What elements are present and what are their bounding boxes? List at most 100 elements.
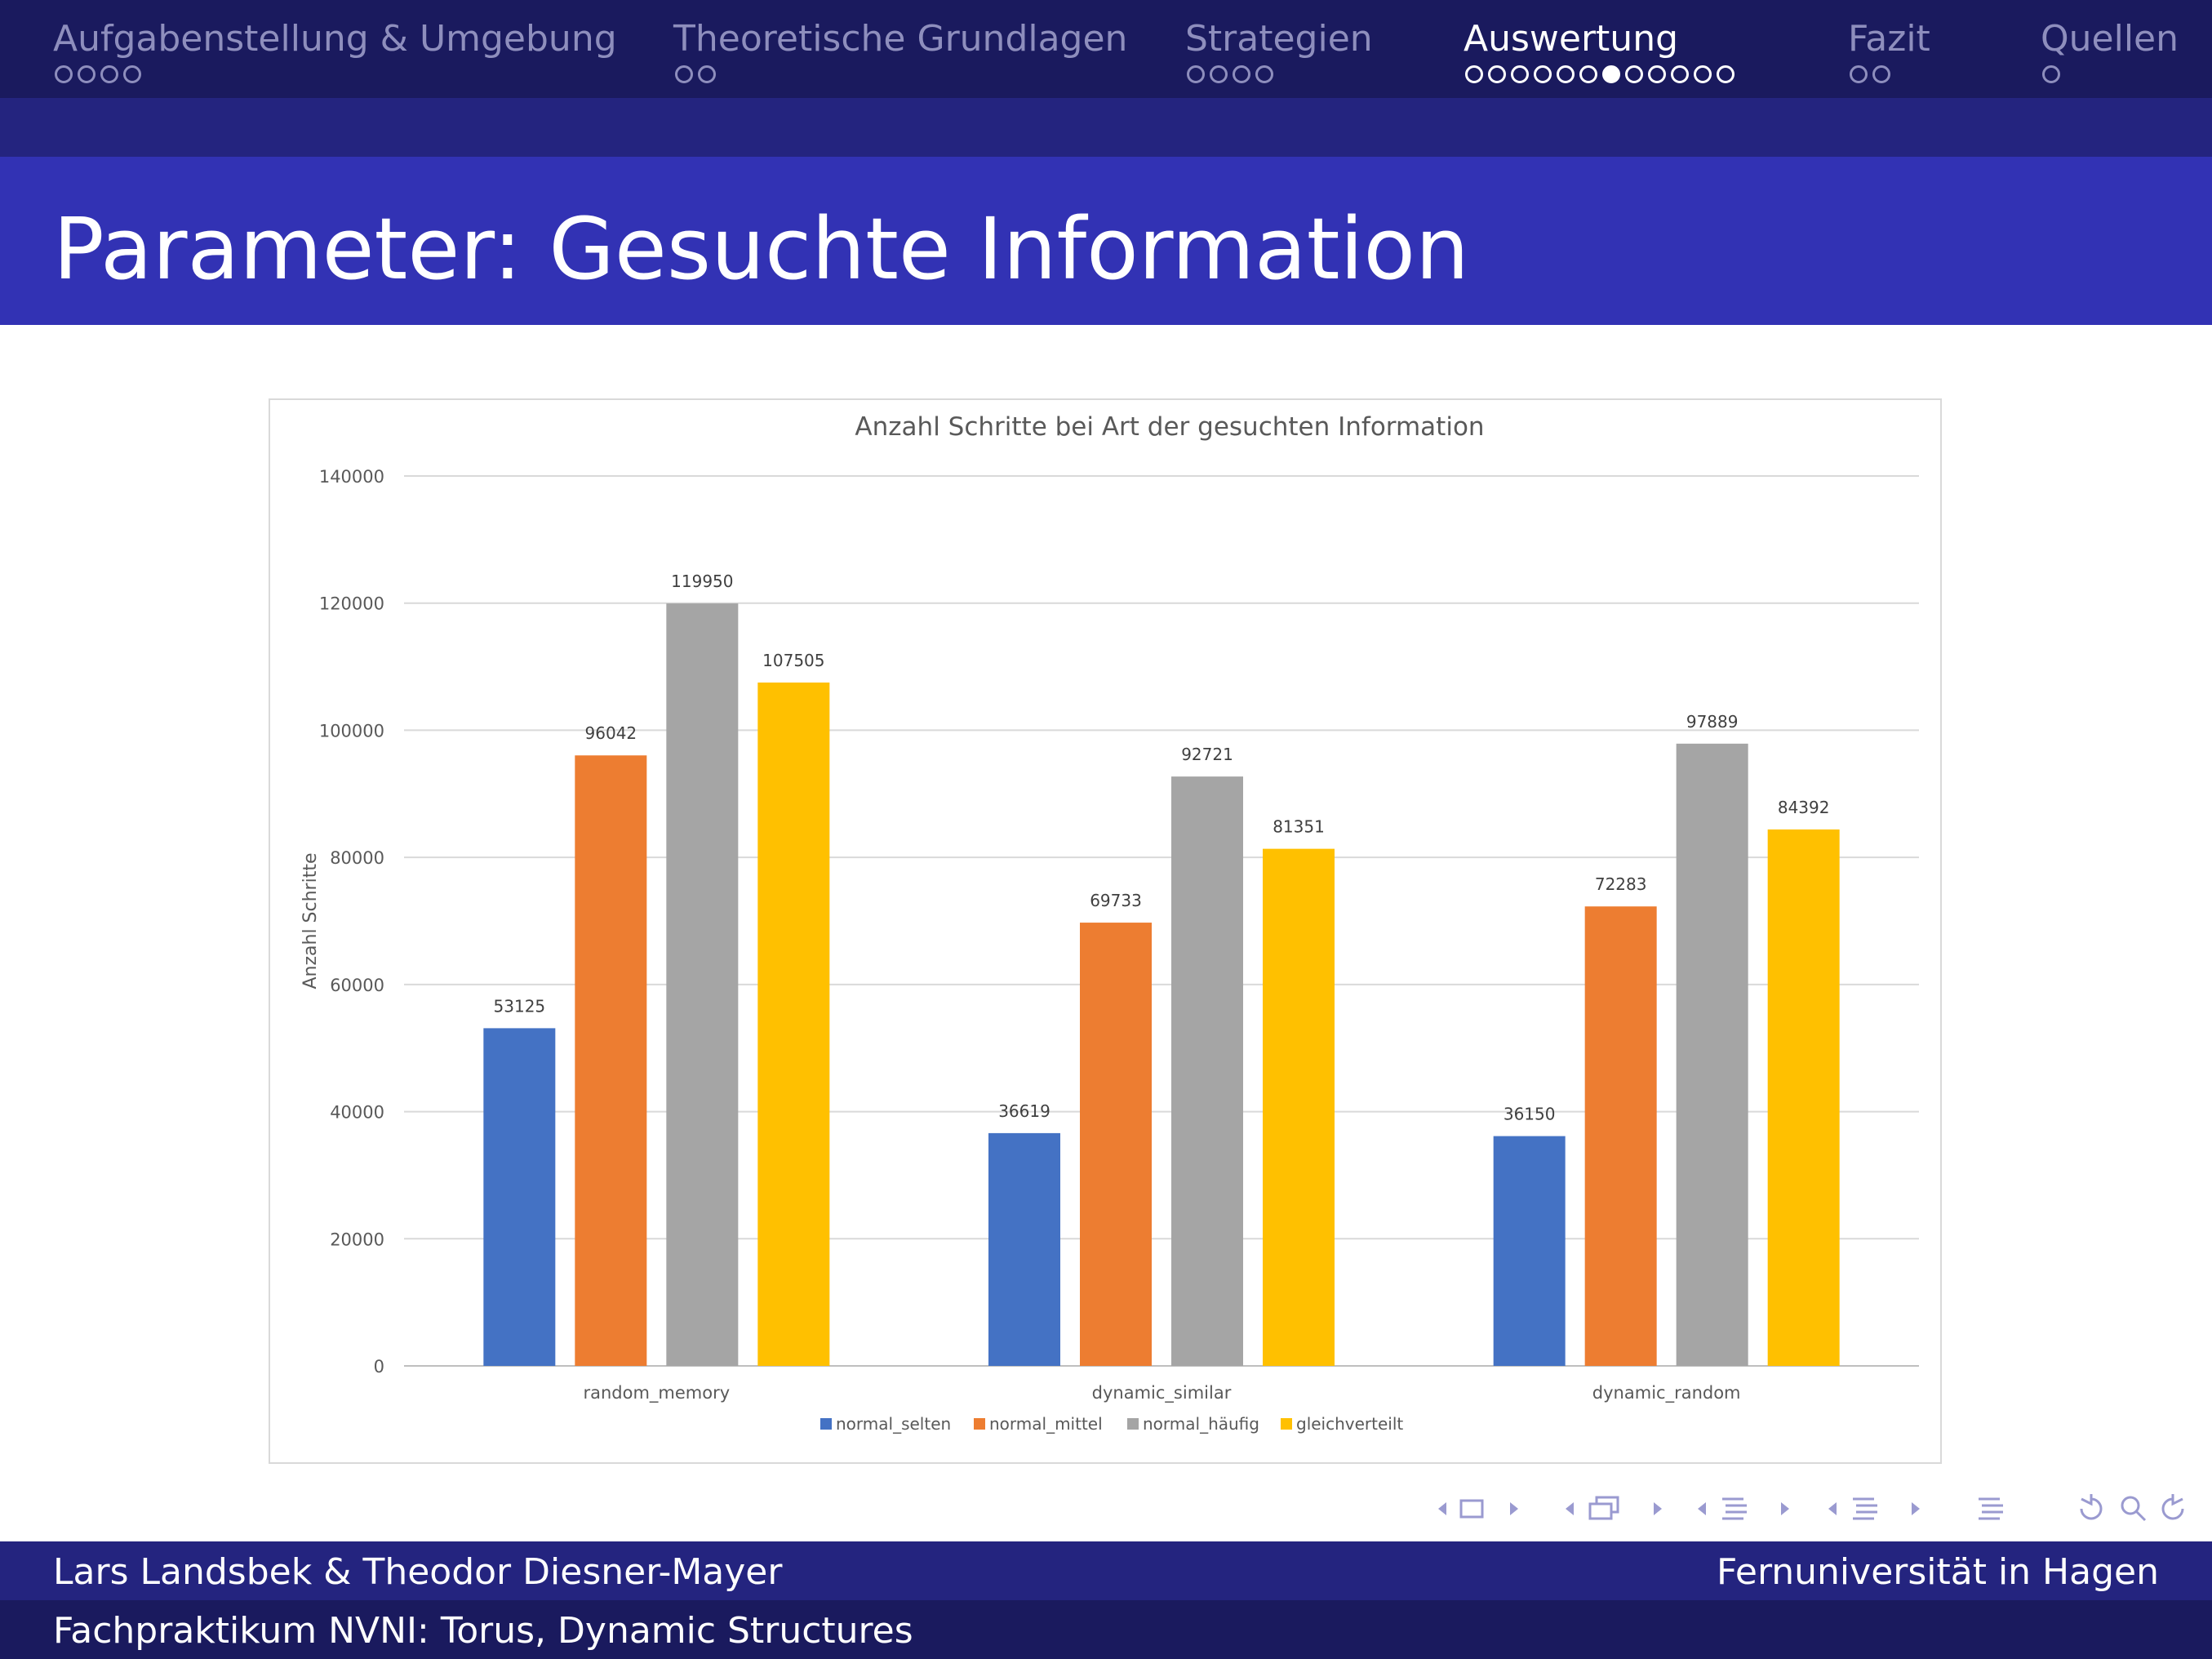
section-next-icon[interactable] xyxy=(1781,1502,1789,1515)
footer-institution: Fernuniversität in Hagen xyxy=(1716,1551,2159,1593)
nav-frame-dot[interactable] xyxy=(55,65,73,83)
legend-swatch xyxy=(1127,1418,1139,1430)
nav-frame-dot[interactable] xyxy=(1534,65,1552,83)
nav-dots xyxy=(1187,65,1273,83)
data-label: 81351 xyxy=(1273,817,1325,837)
beamer-navigation-symbols xyxy=(1438,1494,2184,1522)
nav-frame-dot[interactable] xyxy=(698,65,716,83)
subsection-next-icon[interactable] xyxy=(1654,1502,1662,1515)
nav-frame-dot[interactable] xyxy=(1511,65,1529,83)
bar-normal_selten xyxy=(988,1132,1060,1366)
nav-section-label: Strategien xyxy=(1185,18,1373,60)
bar-chart: Anzahl Schritte bei Art der gesuchten In… xyxy=(300,412,1919,1434)
frame-icon[interactable] xyxy=(1459,1499,1484,1519)
data-label: 36619 xyxy=(998,1101,1050,1121)
bar-gleichverteilt xyxy=(1263,848,1335,1366)
data-label: 72283 xyxy=(1595,874,1647,894)
frame-prev-icon[interactable] xyxy=(1438,1502,1446,1515)
frame-next-icon[interactable] xyxy=(1510,1502,1518,1515)
nav-dots xyxy=(675,65,716,83)
y-tick-label: 80000 xyxy=(330,848,384,868)
legend-swatch xyxy=(820,1418,832,1430)
y-tick-label: 20000 xyxy=(330,1230,384,1249)
legend-label: gleichverteilt xyxy=(1296,1414,1403,1434)
footer-info-bar: Lars Landsbek & Theodor Diesner-Mayer Fe… xyxy=(0,1541,2212,1600)
footer-title-bar: Fachpraktikum NVNI: Torus, Dynamic Struc… xyxy=(0,1600,2212,1659)
nav-section-label: Fazit xyxy=(1848,18,1930,60)
data-label: 119950 xyxy=(671,572,733,591)
bar-normal_selten xyxy=(1493,1136,1566,1366)
nav-frame-dot[interactable] xyxy=(1717,65,1735,83)
nav-section-label: Quellen xyxy=(2041,18,2179,60)
bar-gleichverteilt xyxy=(757,682,830,1366)
bar-normal_mittel xyxy=(575,755,647,1366)
nav-frame-dot[interactable] xyxy=(1694,65,1712,83)
nav-frame-dot[interactable] xyxy=(1255,65,1273,83)
nav-dots xyxy=(1850,65,1890,83)
legend-label: normal_mittel xyxy=(989,1414,1103,1434)
nav-frame-dot[interactable] xyxy=(1850,65,1868,83)
bar-normal_häufig xyxy=(1171,776,1243,1366)
y-tick-label: 0 xyxy=(374,1357,384,1377)
nav-frame-dot[interactable] xyxy=(1648,65,1666,83)
nav-frame-dot[interactable] xyxy=(1187,65,1205,83)
nav-frame-dot[interactable] xyxy=(2042,65,2060,83)
nav-frame-dot[interactable] xyxy=(1233,65,1250,83)
nav-frame-dot[interactable] xyxy=(100,65,118,83)
legend-label: normal_selten xyxy=(836,1414,951,1434)
data-label: 69733 xyxy=(1090,891,1142,910)
bar-gleichverteilt xyxy=(1767,829,1840,1366)
back-icon[interactable] xyxy=(2080,1494,2103,1520)
document-next-icon[interactable] xyxy=(1912,1502,1920,1515)
x-tick-label: random_memory xyxy=(583,1383,730,1403)
document-prev-icon[interactable] xyxy=(1828,1502,1837,1515)
nav-frame-dot[interactable] xyxy=(1557,65,1575,83)
nav-frame-dot[interactable] xyxy=(1465,65,1483,83)
bar-normal_häufig xyxy=(1676,743,1748,1366)
data-label: 92721 xyxy=(1181,745,1233,764)
nav-frame-dot[interactable] xyxy=(78,65,95,83)
footer-authors: Lars Landsbek & Theodor Diesner-Mayer xyxy=(53,1551,783,1593)
forward-icon[interactable] xyxy=(2161,1494,2184,1520)
data-label: 84392 xyxy=(1778,798,1830,817)
subsection-bar xyxy=(0,98,2212,157)
nav-frame-dot[interactable] xyxy=(1602,65,1620,83)
nav-section-label: Auswertung xyxy=(1464,18,1679,60)
subsection-icon[interactable] xyxy=(1588,1496,1619,1520)
y-tick-label: 120000 xyxy=(319,594,384,614)
appendix-icon[interactable] xyxy=(1979,1497,2003,1520)
y-tick-label: 140000 xyxy=(319,467,384,487)
data-label: 96042 xyxy=(585,723,637,743)
nav-frame-dot[interactable] xyxy=(1625,65,1643,83)
nav-section-strategien[interactable]: Strategien xyxy=(1185,18,1373,83)
y-axis-label: Anzahl Schritte xyxy=(300,852,321,989)
nav-section-fazit[interactable]: Fazit xyxy=(1848,18,1930,83)
legend-swatch xyxy=(1281,1418,1292,1430)
document-icon[interactable] xyxy=(1853,1497,1877,1520)
nav-section-auswertung[interactable]: Auswertung xyxy=(1464,18,1735,83)
data-label: 107505 xyxy=(762,651,824,670)
nav-section-quellen[interactable]: Quellen xyxy=(2041,18,2179,83)
nav-frame-dot[interactable] xyxy=(1488,65,1506,83)
nav-section-grundlagen[interactable]: Theoretische Grundlagen xyxy=(673,18,1128,83)
nav-section-label: Theoretische Grundlagen xyxy=(673,18,1128,60)
nav-frame-dot[interactable] xyxy=(675,65,693,83)
x-tick-label: dynamic_random xyxy=(1592,1383,1741,1403)
nav-frame-dot[interactable] xyxy=(1872,65,1890,83)
y-tick-label: 40000 xyxy=(330,1103,384,1123)
section-navigation: Aufgabenstellung & Umgebung Theoretische… xyxy=(0,0,2212,98)
bar-normal_mittel xyxy=(1080,923,1152,1366)
nav-section-aufgabenstellung[interactable]: Aufgabenstellung & Umgebung xyxy=(53,18,617,83)
chart-title: Anzahl Schritte bei Art der gesuchten In… xyxy=(855,412,1484,442)
nav-frame-dot[interactable] xyxy=(1210,65,1228,83)
section-icon[interactable] xyxy=(1722,1497,1747,1520)
y-tick-label: 100000 xyxy=(319,721,384,741)
nav-frame-dot[interactable] xyxy=(1579,65,1597,83)
search-icon[interactable] xyxy=(2121,1496,2147,1522)
nav-frame-dot[interactable] xyxy=(1671,65,1689,83)
subsection-prev-icon[interactable] xyxy=(1566,1502,1574,1515)
section-prev-icon[interactable] xyxy=(1698,1502,1706,1515)
x-tick-label: dynamic_similar xyxy=(1092,1383,1232,1403)
bar-normal_selten xyxy=(483,1028,556,1366)
nav-frame-dot[interactable] xyxy=(123,65,141,83)
